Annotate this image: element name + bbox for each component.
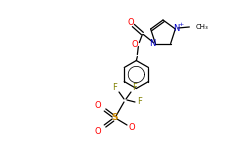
Text: O: O [131,40,138,49]
Text: O: O [127,18,134,27]
Text: CH₃: CH₃ [195,24,208,30]
Text: F: F [133,82,137,91]
Text: N: N [173,24,180,33]
Text: N: N [149,39,156,48]
Text: F: F [113,82,117,91]
Text: F: F [137,98,143,106]
Text: O: O [95,100,101,109]
Text: O: O [95,126,101,135]
Text: +: + [179,22,184,27]
Text: O: O [129,123,135,132]
Text: S: S [112,114,118,123]
